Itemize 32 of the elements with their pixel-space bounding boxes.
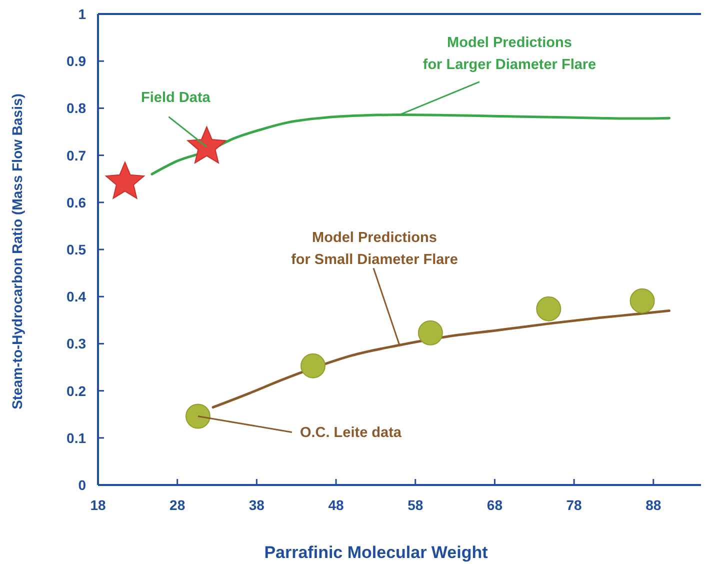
x-tick-label: 78: [566, 497, 582, 513]
y-tick-label: 0.7: [66, 147, 86, 164]
annotation: Model Predictions for Small Diameter Flare: [291, 230, 458, 268]
point: [536, 296, 562, 322]
x-tick-label: 48: [328, 497, 344, 513]
y-tick-label: 0.3: [66, 336, 86, 352]
y-tick-label: 0.5: [66, 242, 86, 258]
x-tick-label: 58: [408, 497, 424, 513]
annotation: O.C. Leite data: [300, 425, 402, 442]
x-tick-label: 68: [486, 497, 503, 513]
y-tick-label: 0.6: [66, 194, 86, 210]
y-tick-label: 0.2: [66, 382, 86, 399]
y-tick-label: 0.8: [66, 100, 86, 116]
point: [630, 288, 655, 314]
y-axis-title: Steam-to-Hydrocarbon Ratio (Mass Flow Basis): [9, 94, 25, 410]
x-tick-label: 18: [90, 497, 106, 513]
annotation: Field Data: [141, 90, 212, 106]
y-tick-label: 0.4: [66, 288, 86, 305]
y-tick-label: 0.9: [66, 53, 86, 70]
point: [185, 404, 210, 429]
x-tick-label: 38: [248, 497, 265, 513]
x-tick-label: 28: [170, 497, 186, 513]
y-tick-label: 0.1: [66, 430, 86, 446]
point: [105, 162, 144, 199]
point: [187, 126, 226, 164]
point: [418, 320, 443, 346]
annotation: Model Predictions for Larger Diameter Flare: [422, 34, 596, 73]
point: [300, 353, 326, 378]
x-tick-label: 88: [646, 497, 662, 513]
x-axis-title: Parrafinic Molecular Weight: [264, 543, 488, 562]
y-tick-label: 1: [78, 6, 86, 22]
y-tick-label: 0: [78, 477, 86, 493]
